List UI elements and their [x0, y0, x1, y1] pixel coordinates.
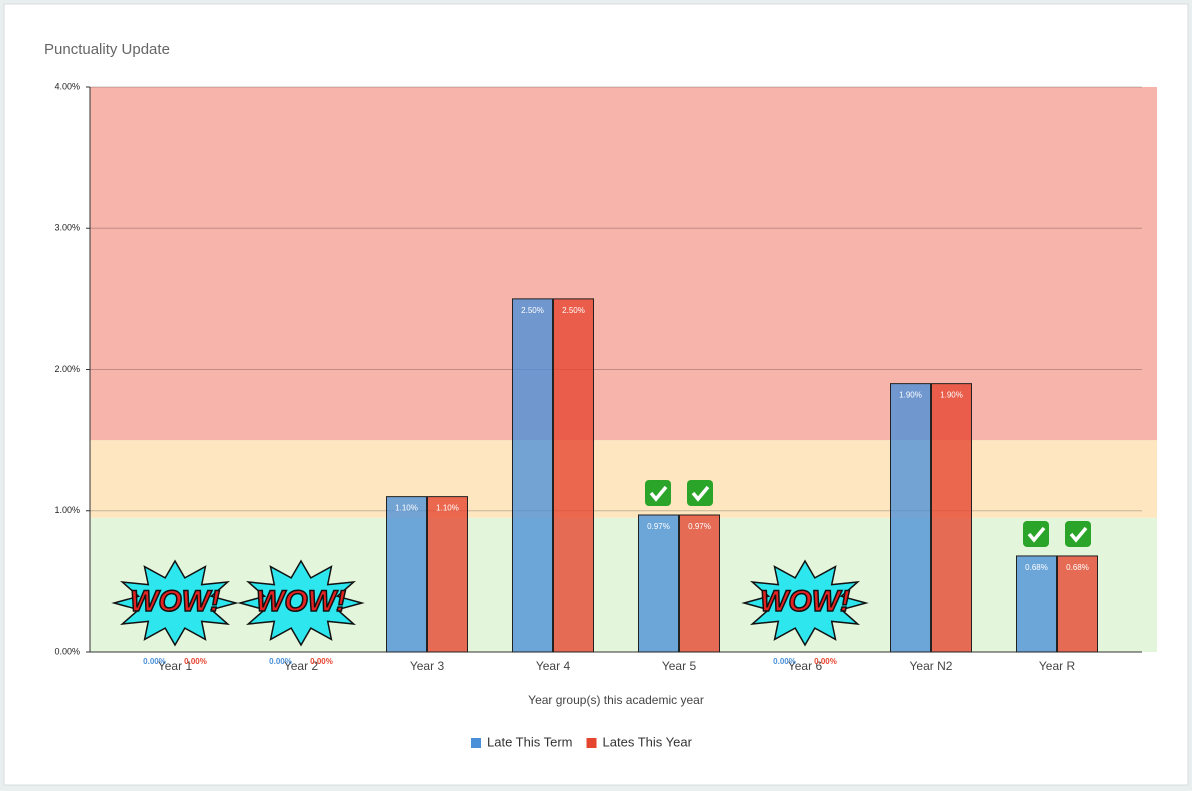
value-label: 0.00% [814, 657, 837, 666]
wow-label: WOW! [256, 585, 346, 618]
y-tick-label: 4.00% [54, 81, 80, 91]
bar [679, 514, 720, 653]
x-tick-label: Year 5 [662, 659, 697, 673]
value-label: 1.10% [395, 504, 418, 513]
x-axis-title: Year group(s) this academic year [528, 693, 704, 707]
x-tick-label: Year 3 [410, 659, 445, 673]
wow-burst [237, 559, 365, 647]
value-label: 0.68% [1066, 563, 1089, 572]
value-label: 0.68% [1025, 563, 1048, 572]
marks [386, 298, 1098, 653]
bar [512, 298, 553, 653]
value-label: 0.00% [269, 657, 292, 666]
bar [386, 496, 427, 653]
threshold-band [90, 517, 1157, 652]
x-tick-label: Year 6 [788, 659, 823, 673]
threshold-band [90, 87, 1157, 441]
wow-burst [111, 559, 239, 647]
legend-swatch [586, 738, 597, 748]
threshold-band [90, 440, 1157, 518]
bar [931, 383, 972, 653]
bar [1057, 555, 1098, 653]
bar [890, 383, 931, 653]
x-tick-label: Year R [1039, 659, 1076, 673]
check-icon [1023, 520, 1049, 547]
check-icon [687, 479, 713, 506]
value-label: 1.90% [899, 391, 922, 400]
y-tick-label: 3.00% [54, 223, 80, 233]
value-label: 0.00% [143, 657, 166, 666]
bands [90, 87, 1157, 652]
value-label: 2.50% [521, 306, 544, 315]
y-tick-label: 1.00% [54, 505, 80, 515]
bar [553, 298, 594, 653]
check-icon [1065, 520, 1091, 547]
x-tick-label: Year 2 [284, 659, 319, 673]
check-mark [1027, 526, 1046, 543]
chart-title: Punctuality Update [44, 41, 170, 58]
wow-label: WOW! [130, 585, 220, 618]
value-label: 2.50% [562, 306, 585, 315]
value-label: 1.90% [940, 391, 963, 400]
y-tick-label: 0.00% [54, 646, 80, 656]
x-tick-label: Year 4 [536, 659, 571, 673]
x-tick-label: Year 1 [158, 659, 193, 673]
bar [1016, 555, 1057, 653]
value-label: 1.10% [436, 504, 459, 513]
legend-label: Late This Term [487, 734, 573, 749]
value-label: 0.97% [688, 522, 711, 531]
wow-burst [741, 559, 869, 647]
value-label: 0.00% [773, 657, 796, 666]
value-label: 0.00% [310, 657, 333, 666]
check-mark [1069, 526, 1088, 543]
legend-swatch [471, 738, 481, 748]
x-tick-label: Year N2 [910, 659, 953, 673]
bar [427, 496, 468, 653]
check-mark [691, 485, 710, 502]
check-icon [645, 479, 671, 506]
bar [638, 514, 679, 653]
y-tick-label: 2.00% [54, 364, 80, 374]
wow-label: WOW! [760, 585, 850, 618]
value-label: 0.97% [647, 522, 670, 531]
check-mark [649, 485, 668, 502]
value-label: 0.00% [184, 657, 207, 666]
legend-label: Lates This Year [603, 734, 693, 749]
